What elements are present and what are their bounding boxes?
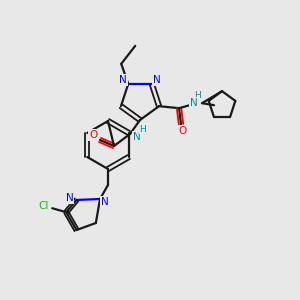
- Text: H: H: [194, 91, 200, 100]
- Text: N: N: [133, 132, 141, 142]
- Text: O: O: [178, 126, 186, 136]
- Text: N: N: [190, 98, 198, 108]
- Text: O: O: [89, 130, 97, 140]
- Text: N: N: [119, 75, 127, 85]
- Text: N: N: [66, 193, 74, 203]
- Text: N: N: [153, 75, 160, 85]
- Text: H: H: [140, 124, 146, 134]
- Text: N: N: [101, 197, 109, 207]
- Text: Cl: Cl: [38, 201, 48, 211]
